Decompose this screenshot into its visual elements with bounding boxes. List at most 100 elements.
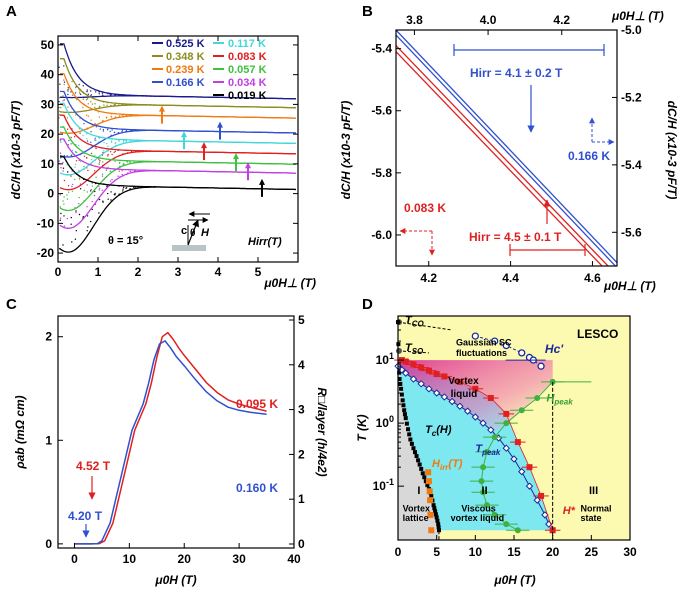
hpeak-point: [480, 464, 487, 471]
noise-dot: [60, 167, 62, 169]
noise-dot: [94, 137, 96, 139]
noise-dot: [67, 89, 69, 91]
noise-dot: [63, 225, 66, 227]
tpeak-point: [463, 407, 472, 415]
noise-dot: [110, 191, 112, 193]
label-liquid: liquid: [451, 389, 478, 400]
x-tick-top-label: 3.8: [406, 13, 423, 27]
sample-substrate: [172, 245, 206, 251]
y-tick-label: -20: [37, 246, 55, 260]
noise-dot: [86, 191, 89, 193]
noise-dot: [90, 131, 92, 133]
field-label-blue: 4.20 T: [68, 509, 103, 523]
hpeak-point: [503, 420, 510, 427]
panel-c-ylabel-left: ρab (mΩ cm): [13, 395, 27, 469]
noise-dot: [79, 160, 82, 163]
y-tick-label: 10-1: [373, 477, 394, 493]
panel-b-curves: [396, 30, 617, 266]
tpeak-point: [471, 413, 480, 421]
noise-dot: [94, 146, 96, 149]
noise-dot: [62, 100, 64, 102]
curve-up-0117K: [59, 140, 296, 176]
noise-dot: [90, 220, 92, 223]
x-tick-label: 15: [507, 545, 521, 559]
tpeak-point: [479, 419, 487, 427]
x-tick-label: 20: [546, 545, 560, 559]
label-hstar: H*: [563, 505, 576, 517]
hstar-point: [487, 395, 494, 402]
tpeak-point: [487, 426, 495, 434]
region-vortex-liquid: [398, 360, 553, 431]
curve-label-blue: 0.160 K: [236, 481, 278, 495]
tpeak-point: [417, 380, 425, 388]
noise-dot: [90, 152, 93, 155]
noise-dot: [98, 198, 101, 201]
hpeak-point: [514, 527, 521, 534]
noise-dot: [59, 139, 62, 141]
tc-point: [420, 471, 425, 476]
panel-a-hirr-arrows: [159, 105, 265, 197]
noise-dot: [98, 187, 101, 190]
lesco-title: LESCO: [577, 327, 618, 341]
tc-point: [407, 432, 412, 437]
noise-dot: [78, 92, 81, 94]
legend-label: 0.166 K: [166, 77, 205, 89]
noise-dot: [79, 90, 81, 92]
tc-point: [399, 386, 404, 391]
tpeak-point: [456, 402, 464, 410]
y-tick-label: 40: [41, 68, 55, 82]
x-tick-label: 10: [469, 545, 483, 559]
noise-dot: [95, 147, 97, 150]
tc-point: [398, 381, 403, 386]
noise-dot: [67, 171, 69, 173]
noise-dot: [99, 105, 101, 108]
noise-dot: [103, 104, 105, 106]
panel-a-curves: [59, 43, 297, 253]
noise-dot: [102, 119, 104, 122]
noise-dot: [129, 170, 131, 173]
noise-dot: [70, 223, 72, 225]
hc-point: [502, 341, 510, 350]
noise-dot: [83, 165, 85, 168]
noise-dot: [71, 241, 73, 243]
tc-point: [435, 518, 440, 523]
hstar-point: [425, 367, 432, 374]
label-hpeak: Hpeak: [546, 393, 573, 407]
x-tick-label: 0: [71, 552, 78, 566]
tc-point: [401, 403, 406, 408]
hpeak-point: [534, 395, 541, 402]
x-tick-top-label: 4.2: [553, 13, 570, 27]
noise-dot: [102, 128, 105, 131]
noise-dot: [66, 194, 68, 196]
label-normal-1: Normal: [581, 503, 612, 513]
noise-dot: [126, 161, 129, 163]
sketch-c: c: [181, 225, 187, 237]
label-region-2: II: [482, 485, 488, 497]
hirr-arrow-head: [233, 153, 239, 160]
noise-dot: [74, 92, 77, 94]
noise-dot: [86, 206, 88, 208]
x-tick-label: 4.2: [420, 271, 437, 285]
noise-dot: [86, 114, 88, 116]
hstar-point: [441, 373, 448, 380]
label-hirr: Hirr(T): [432, 458, 463, 472]
label-viscous-1: Viscous: [461, 503, 495, 513]
panel-label-d: D: [362, 296, 373, 313]
noise-dot: [68, 139, 70, 142]
legend-label: 0.034 K: [228, 77, 267, 89]
noise-dot: [79, 132, 81, 134]
noise-dot: [75, 230, 78, 232]
noise-dot: [74, 178, 76, 181]
noise-dot: [122, 141, 125, 143]
noise-dot: [90, 141, 92, 143]
noise-dot: [63, 83, 65, 86]
tpeak-point: [448, 397, 456, 406]
temp-label-blue: 0.166 K: [568, 149, 610, 163]
sketch-theta: θ: [190, 228, 195, 239]
hirr-arrow-head: [259, 178, 265, 185]
noise-dot: [70, 175, 72, 177]
noise-dot: [63, 179, 66, 182]
noise-dot: [114, 104, 116, 106]
panel-label-b: B: [362, 3, 373, 20]
